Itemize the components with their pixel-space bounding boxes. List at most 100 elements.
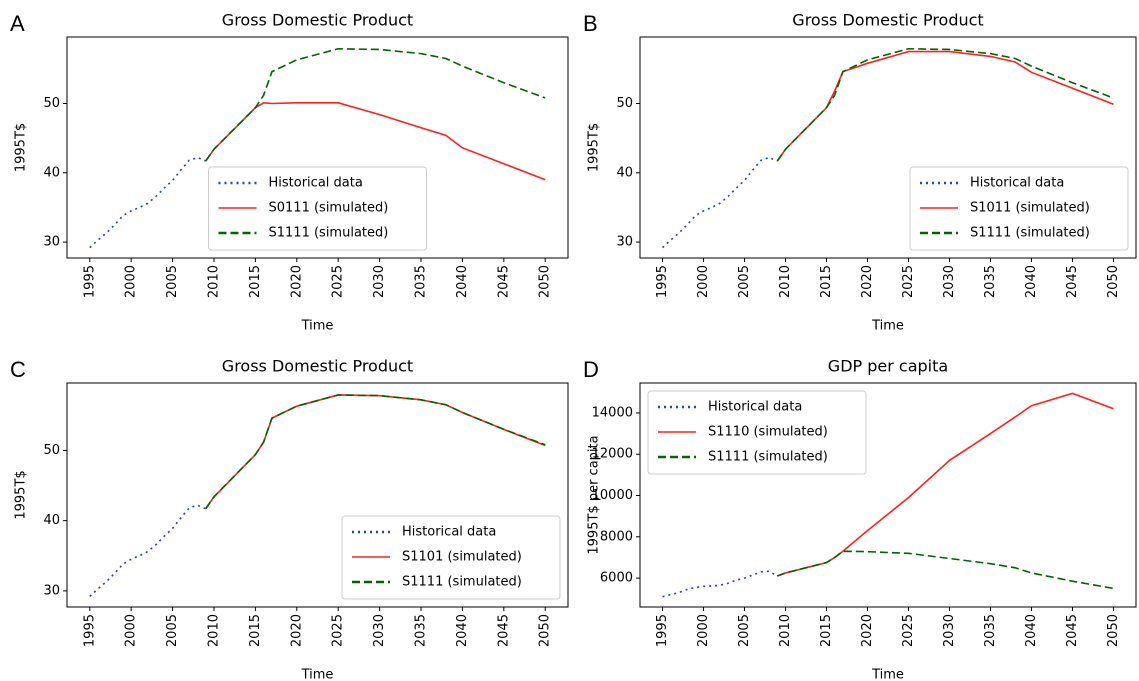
x-tick-label: 2010 [778, 265, 793, 298]
x-tick-label: 2010 [778, 614, 793, 647]
x-tick-label: 2000 [696, 265, 711, 298]
legend-label: Historical data [402, 525, 496, 540]
legend-box [647, 390, 867, 475]
x-tick-label: 2000 [124, 265, 139, 298]
y-tick-label: 30 [43, 235, 60, 250]
legend: Historical data S1110 (simulated) S1111 (s… [647, 390, 867, 475]
x-tick-label: 1995 [82, 265, 97, 298]
axes-frame [66, 382, 569, 608]
panel: B Gross Domestic Product 1995T$ Time 30 40 50 1… [583, 11, 1137, 334]
series-line [662, 570, 778, 598]
legend: Historical data S1101 (simulated) S1111 (s… [341, 515, 561, 600]
axes-frame [639, 382, 1137, 608]
x-tick-label: 2035 [414, 265, 429, 298]
x-axis-label: Time [871, 668, 904, 681]
x-tick-label: 2030 [942, 265, 957, 298]
x-tick-label: 2040 [1024, 614, 1039, 647]
x-tick-label: 2030 [372, 614, 387, 647]
chart-title: GDP per capita [828, 357, 948, 376]
y-tick-label: 12000 [592, 447, 633, 462]
panel: C Gross Domestic Product 1995T$ Time 30 40 50 1… [10, 357, 569, 681]
x-tick-label: 2000 [696, 614, 711, 647]
axes-frame [639, 36, 1137, 259]
x-tick-label: 2015 [248, 265, 263, 298]
chart-title: Gross Domestic Product [222, 11, 413, 30]
x-axis-label: Time [301, 319, 334, 334]
x-tick-label: 2020 [289, 265, 304, 298]
axes-frame [66, 36, 569, 259]
panel: D GDP per capita 1995T$ per capita Time 6000… [583, 357, 1137, 681]
y-tick-label: 50 [43, 96, 60, 111]
x-tick-label: 2005 [165, 265, 180, 298]
x-tick-label: 2045 [1065, 614, 1080, 647]
y-tick-label: 40 [616, 165, 633, 180]
x-tick-label: 2050 [1106, 614, 1121, 647]
chart-title: Gross Domestic Product [792, 11, 983, 30]
legend-label: Historical data [269, 176, 363, 191]
x-tick-label: 1995 [655, 265, 670, 298]
legend: Historical data S0111 (simulated) S1111 (s… [208, 166, 427, 251]
y-tick-label: 14000 [592, 405, 633, 420]
x-tick-label: 2005 [737, 265, 752, 298]
x-tick-label: 2020 [860, 265, 875, 298]
x-tick-label: 2010 [206, 265, 221, 298]
x-tick-label: 2040 [1024, 265, 1039, 298]
legend-box [208, 166, 427, 251]
panel-label: B [583, 11, 598, 36]
series-line [89, 156, 207, 249]
x-tick-label: 2050 [538, 265, 553, 298]
x-tick-label: 2015 [248, 614, 263, 647]
series-line [89, 504, 207, 598]
legend-label: S1111 (simulated) [269, 226, 389, 241]
x-tick-label: 2035 [983, 265, 998, 298]
legend-label: S1111 (simulated) [970, 226, 1090, 241]
legend: Historical data S1011 (simulated) S1111 (s… [909, 166, 1129, 251]
x-tick-label: 2030 [942, 614, 957, 647]
x-tick-label: 2050 [538, 614, 553, 647]
panel-label: A [10, 11, 25, 36]
y-tick-label: 50 [43, 443, 60, 458]
x-tick-label: 2005 [165, 614, 180, 647]
x-tick-label: 2015 [819, 614, 834, 647]
x-tick-label: 2040 [455, 265, 470, 298]
y-axis-label: 1995T$ [14, 123, 29, 172]
legend-box [909, 166, 1129, 251]
series-line [205, 394, 546, 510]
legend-label: Historical data [970, 176, 1064, 191]
x-tick-label: 2050 [1106, 265, 1121, 298]
x-tick-label: 2020 [289, 614, 304, 647]
x-tick-label: 1995 [655, 614, 670, 647]
legend-label: S1111 (simulated) [708, 450, 828, 465]
x-tick-label: 1995 [82, 614, 97, 647]
x-tick-label: 2035 [983, 614, 998, 647]
panel: A Gross Domestic Product 1995T$ Time 30 40 50 1… [10, 11, 569, 334]
x-tick-label: 2025 [331, 614, 346, 647]
x-tick-label: 2045 [496, 265, 511, 298]
legend-label: S1101 (simulated) [402, 550, 522, 565]
series-line [776, 47, 1114, 162]
series-line [662, 156, 778, 249]
panel-label: C [10, 357, 26, 382]
legend-label: Historical data [708, 400, 802, 415]
y-tick-label: 30 [616, 235, 633, 250]
x-tick-label: 2015 [819, 265, 834, 298]
x-tick-label: 2045 [496, 614, 511, 647]
x-tick-label: 2040 [455, 614, 470, 647]
y-tick-label: 50 [616, 96, 633, 111]
series-line [205, 47, 546, 162]
y-axis-label: 1995T$ [587, 123, 602, 172]
legend-label: S1110 (simulated) [708, 425, 828, 440]
legend-label: S1111 (simulated) [402, 575, 522, 590]
y-axis-label: 1995T$ per capita [587, 435, 602, 554]
y-tick-label: 6000 [600, 571, 633, 586]
x-tick-label: 2005 [737, 614, 752, 647]
y-tick-label: 40 [43, 165, 60, 180]
x-tick-label: 2030 [372, 265, 387, 298]
x-axis-label: Time [301, 668, 334, 681]
x-tick-label: 2025 [901, 265, 916, 298]
x-tick-label: 2000 [124, 614, 139, 647]
legend-box [341, 515, 561, 600]
x-tick-label: 2025 [901, 614, 916, 647]
y-tick-label: 8000 [600, 529, 633, 544]
